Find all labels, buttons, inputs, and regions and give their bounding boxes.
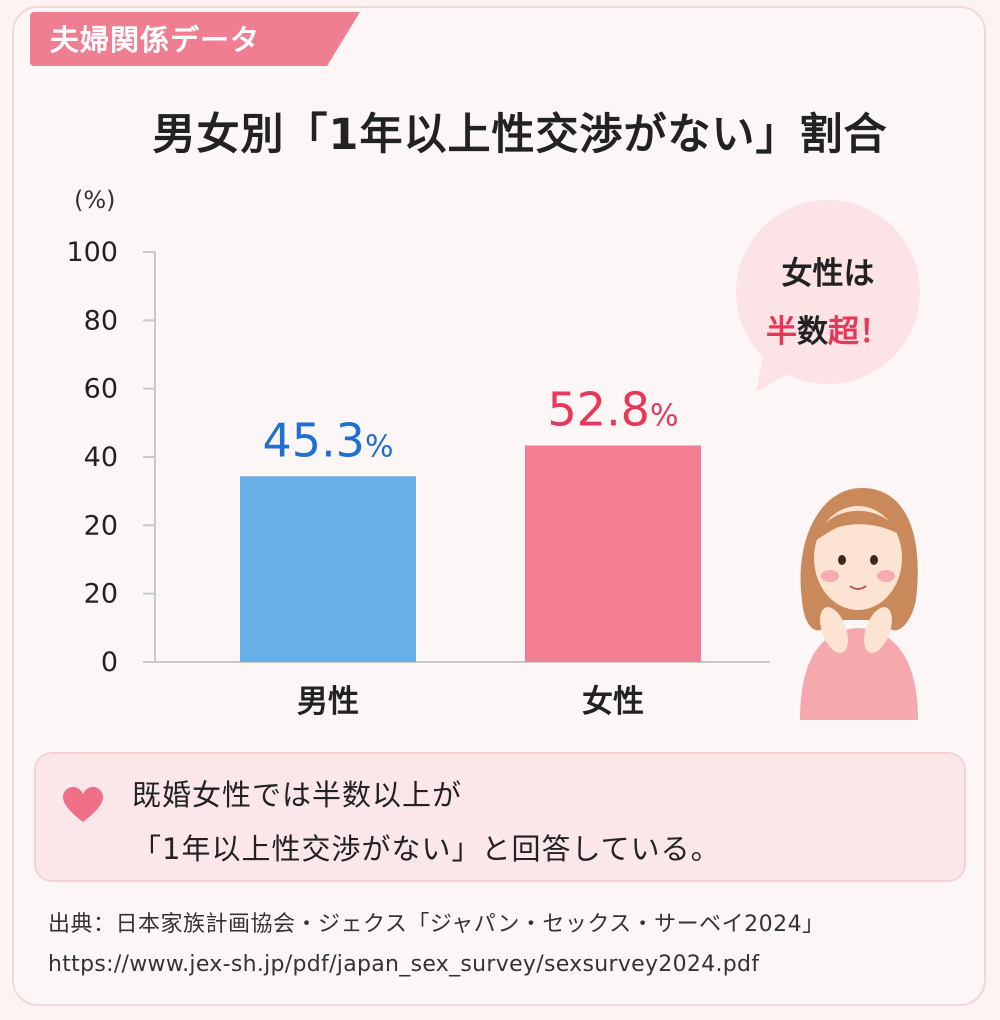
y-tick-label: 20 — [84, 510, 118, 541]
bar-value-label: 52.8% — [548, 383, 679, 437]
summary-text-line1: 既婚女性では半数以上が — [132, 778, 463, 812]
bar-female — [525, 445, 701, 662]
chart-title: 男女別「1年以上性交渉がない」割合 — [152, 110, 888, 160]
woman-illustration — [800, 488, 918, 720]
bubble-text-line2: 半数超！ — [736, 306, 920, 351]
heart-icon — [63, 787, 103, 822]
y-axis-unit: (%) — [74, 186, 116, 214]
x-category-label: 女性 — [582, 684, 644, 720]
y-tick-label: 80 — [84, 305, 118, 336]
y-tick-label: 20 — [84, 579, 118, 610]
bar-chart: 100 80 60 40 20 20 0 45.3% 52.8% 男性 女性 — [66, 237, 770, 720]
bubble-word-suu: 数 — [797, 314, 828, 350]
speech-bubble — [736, 200, 920, 384]
summary-text-line2: 「1年以上性交渉がない」と回答している。 — [132, 832, 721, 866]
source-url: https://www.jex-sh.jp/pdf/japan_sex_surv… — [48, 952, 760, 977]
summary-box — [34, 752, 966, 882]
bubble-word-chou: 超 — [828, 314, 859, 350]
section-tag — [30, 12, 360, 66]
bar-male — [240, 476, 416, 662]
y-tick-label: 100 — [66, 237, 118, 268]
source-citation: 出典：日本家族計画協会・ジェクス「ジャパン・セックス・サーベイ2024」 — [48, 912, 825, 937]
y-tick-label: 60 — [84, 374, 118, 405]
x-category-label: 男性 — [297, 684, 359, 720]
bar-value-label: 45.3% — [263, 413, 394, 467]
section-tag-label: 夫婦関係データ — [50, 23, 261, 57]
bubble-text-line1: 女性は — [781, 256, 875, 292]
y-tick-label: 40 — [84, 442, 118, 473]
bubble-word-han: 半 — [766, 314, 797, 350]
y-tick-label: 0 — [101, 647, 118, 678]
bubble-exclamation: ！ — [859, 314, 890, 350]
